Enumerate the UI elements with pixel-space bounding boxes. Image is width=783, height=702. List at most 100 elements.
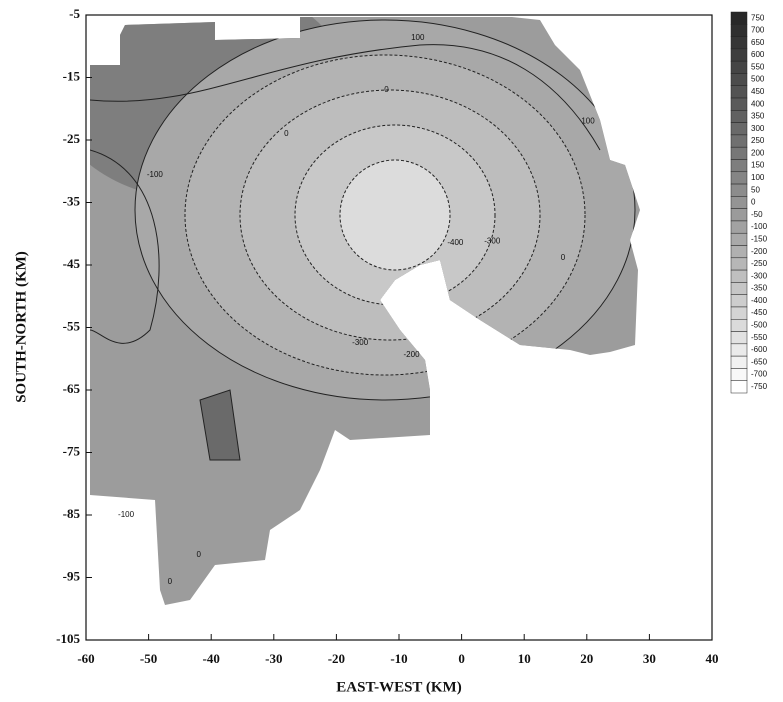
x-tick-label: -30 (265, 651, 282, 666)
colorbar-swatch (730, 208, 748, 222)
contour-label: 0 (168, 577, 173, 586)
colorbar-swatch (730, 146, 748, 160)
colorbar-label: 650 (751, 38, 765, 47)
contour-label: 0 (196, 550, 201, 559)
contour-label: 0 (561, 253, 566, 262)
colorbar-label: -50 (751, 210, 763, 219)
colorbar-label: -250 (751, 259, 768, 268)
x-tick-label: -50 (140, 651, 157, 666)
y-tick-label: -15 (63, 68, 81, 83)
colorbar-label: -450 (751, 308, 768, 317)
colorbar-swatch (730, 97, 748, 111)
y-tick-label: -85 (63, 506, 81, 521)
x-tick-label: -40 (203, 651, 220, 666)
colorbar-label: -500 (751, 321, 768, 330)
colorbar-label: 150 (751, 161, 765, 170)
colorbar-swatch (730, 306, 748, 320)
colorbar-swatch (730, 122, 748, 136)
colorbar-swatch (730, 73, 748, 86)
y-tick-label: -35 (63, 193, 81, 208)
colorbar-swatch (730, 257, 748, 271)
colorbar-label: -550 (751, 333, 768, 342)
contour-label: -300 (352, 338, 369, 347)
colorbar-label: -700 (751, 370, 768, 379)
x-tick-label: 40 (706, 651, 719, 666)
colorbar-swatch (730, 110, 748, 123)
y-tick-label: -55 (63, 318, 81, 333)
contour-label: 100 (581, 116, 595, 125)
colorbar-swatch (730, 134, 748, 148)
contour-label: 0 (384, 85, 389, 94)
colorbar-label: -750 (751, 382, 768, 391)
colorbar-swatch (730, 24, 748, 37)
colorbar-label: 250 (751, 136, 765, 145)
colorbar-label: 50 (751, 185, 760, 194)
colorbar-swatch (730, 196, 748, 209)
colorbar-label: -100 (751, 222, 768, 231)
colorbar-label: -300 (751, 271, 768, 280)
colorbar-label: -600 (751, 345, 768, 354)
colorbar-swatch (730, 36, 748, 50)
colorbar-label: 300 (751, 124, 765, 133)
colorbar-swatch (730, 319, 748, 332)
x-tick-label: 10 (518, 651, 531, 666)
colorbar-swatch (730, 269, 748, 283)
contour-label: 0 (284, 129, 289, 138)
colorbar-swatch (730, 171, 748, 185)
y-tick-label: -45 (63, 256, 81, 271)
contour-label: -100 (118, 510, 135, 519)
colorbar-swatch (730, 85, 748, 99)
contour-label: -200 (404, 350, 421, 359)
x-tick-label: -60 (77, 651, 94, 666)
contour-field (90, 17, 640, 605)
colorbar-swatch (730, 331, 748, 345)
colorbar-label: 700 (751, 26, 765, 35)
colorbar-label: 100 (751, 173, 765, 182)
y-tick-label: -5 (69, 6, 80, 21)
x-tick-label: -20 (328, 651, 345, 666)
x-tick-label: 20 (580, 651, 593, 666)
colorbar-swatch (730, 343, 748, 357)
colorbar-swatch (730, 11, 748, 25)
y-tick-label: -105 (56, 631, 80, 646)
colorbar-swatch (730, 232, 748, 246)
y-tick-label: -95 (63, 568, 81, 583)
y-tick-label: -65 (63, 381, 81, 396)
colorbar-swatch (730, 282, 748, 295)
colorbar-swatch (730, 355, 748, 369)
contour-label: -300 (484, 236, 501, 245)
colorbar-label: -350 (751, 284, 768, 293)
colorbar-swatch (730, 48, 748, 62)
colorbar-label: 750 (751, 13, 765, 22)
colorbar-label: 400 (751, 99, 765, 108)
colorbar-swatch (730, 159, 748, 173)
colorbar-label: -400 (751, 296, 768, 305)
colorbar-swatch (730, 368, 748, 381)
x-tick-label: 30 (643, 651, 656, 666)
colorbar-swatch (730, 245, 748, 259)
colorbar-label: -200 (751, 247, 768, 256)
contour-label: 100 (411, 33, 425, 42)
colorbar-swatch (730, 220, 748, 234)
colorbar-label: 450 (751, 87, 765, 96)
colorbar-swatch (730, 294, 748, 308)
colorbar-swatch (730, 60, 748, 74)
x-tick-label: -10 (390, 651, 407, 666)
colorbar-swatch (730, 183, 748, 197)
y-axis-label: SOUTH-NORTH (KM) (13, 251, 29, 403)
colorbar-label: 200 (751, 148, 765, 157)
x-tick-label: 0 (458, 651, 465, 666)
colorbar-label: 0 (751, 198, 756, 207)
contour-label: -100 (147, 170, 164, 179)
colorbar-label: 600 (751, 50, 765, 59)
colorbar-label: -150 (751, 234, 768, 243)
colorbar-label: 350 (751, 112, 765, 121)
colorbar-label: 550 (751, 62, 765, 71)
y-tick-label: -25 (63, 131, 81, 146)
colorbar-swatch (730, 380, 748, 394)
contour-label: -400 (447, 238, 464, 247)
y-tick-label: -75 (63, 443, 81, 458)
colorbar-label: 500 (751, 75, 765, 84)
colorbar-label: -650 (751, 357, 768, 366)
